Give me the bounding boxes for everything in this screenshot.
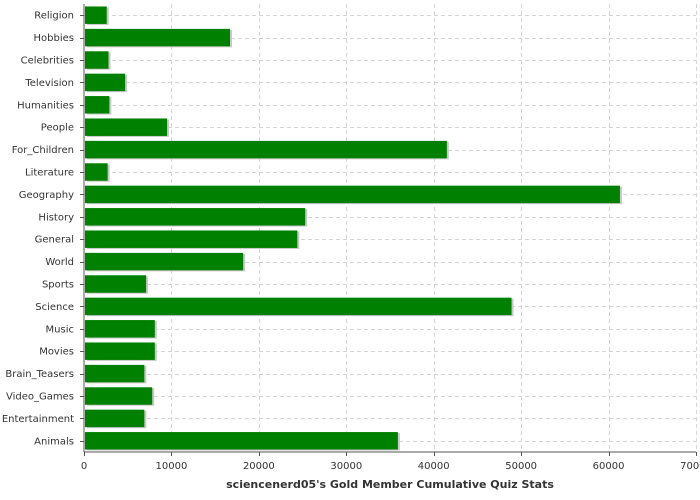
bar-movies (85, 342, 155, 360)
bar-hobbies (85, 28, 231, 47)
y-axis-tick-labels: Religion Hobbies Celebrities Television Huma… (2, 11, 84, 447)
bar-celebrities (85, 51, 109, 69)
bar-video-games (85, 387, 153, 405)
y-tick-label: Entertainment (2, 414, 74, 425)
y-tick-label: Humanities (17, 100, 74, 111)
y-tick-label: Music (46, 324, 74, 335)
y-tick-label: Television (24, 78, 74, 89)
bar-world (85, 252, 244, 271)
y-tick-label: World (45, 257, 74, 268)
y-tick-label: Religion (34, 11, 74, 22)
y-tick-label: General (35, 235, 74, 246)
bar-people (85, 118, 168, 136)
bar-humanities (85, 96, 110, 114)
y-tick-label: For_Children (12, 145, 74, 156)
y-tick-label: History (38, 212, 74, 223)
bar-religion (85, 6, 107, 24)
x-tick-label: 10000 (156, 461, 188, 472)
bar-television (85, 73, 126, 92)
x-tick-label: 60000 (593, 461, 625, 472)
x-tick-label: 70000 (680, 461, 700, 472)
y-tick-label: Hobbies (34, 33, 74, 44)
bar-animals (85, 432, 398, 450)
x-tick-label: 40000 (418, 461, 450, 472)
y-tick-label: Video_Games (6, 392, 74, 403)
bar-entertainment (85, 409, 145, 428)
x-axis-tick-labels: 0 10000 20000 30000 40000 50000 60000 70000 (81, 452, 700, 472)
bar-science (85, 297, 512, 316)
bar-for-children (85, 140, 447, 159)
bar-literature (85, 163, 108, 181)
x-axis-title: sciencenerd05's Gold Member Cumulative Q… (226, 478, 554, 491)
y-tick-label: Animals (34, 436, 74, 447)
y-tick-label: Brain_Teasers (5, 369, 74, 380)
x-tick-label: 0 (81, 461, 87, 472)
y-tick-label: Literature (25, 168, 74, 179)
bars-group (85, 6, 622, 451)
x-tick-label: 30000 (330, 461, 362, 472)
y-tick-label: Movies (39, 347, 74, 358)
x-tick-label: 20000 (243, 461, 275, 472)
bar-geography (85, 185, 620, 204)
y-tick-label: People (41, 123, 74, 134)
plot-area (84, 4, 696, 452)
bar-history (85, 208, 306, 226)
y-tick-label: Sports (42, 280, 74, 291)
bar-brain-teasers (85, 364, 145, 383)
y-tick-label: Science (35, 302, 74, 313)
x-tick-label: 50000 (505, 461, 537, 472)
y-tick-label: Geography (19, 190, 74, 201)
bar-music (85, 320, 155, 338)
y-tick-label: Celebrities (21, 56, 74, 67)
bar-sports (85, 275, 147, 293)
bar-general (85, 230, 298, 248)
